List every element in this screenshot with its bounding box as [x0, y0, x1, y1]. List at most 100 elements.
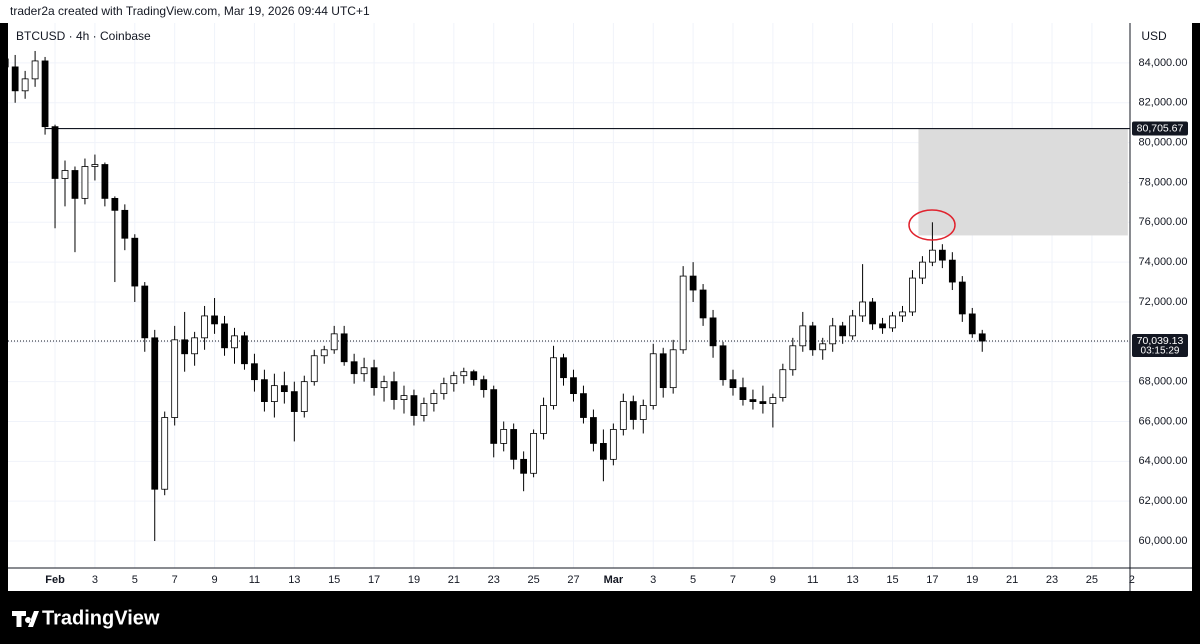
candle-body: [590, 417, 597, 444]
candle-body: [380, 381, 388, 389]
x-tick-label: 19: [408, 574, 420, 586]
candle-body: [400, 395, 408, 400]
y-tick-label: 62,000.00: [1139, 495, 1188, 507]
x-tick-label: 25: [1086, 574, 1098, 586]
x-tick-label: 5: [132, 574, 138, 586]
candle-body: [21, 78, 29, 92]
x-tick-label: Feb: [45, 574, 65, 586]
candle-body: [510, 429, 518, 460]
candle-body: [280, 385, 288, 393]
top-bar: [0, 0, 1200, 23]
last-price-box: [1132, 334, 1188, 358]
candle-body: [709, 317, 717, 347]
x-tick-label: 21: [1006, 574, 1018, 586]
y-tick-label: 68,000.00: [1139, 376, 1188, 388]
x-tick-label: 23: [1046, 574, 1058, 586]
x-tick-label: 15: [328, 574, 340, 586]
candle-body: [450, 375, 458, 385]
candle-body: [639, 405, 647, 420]
brand: TradingView: [42, 607, 160, 629]
candle-body: [51, 126, 59, 179]
candle-body: [938, 249, 946, 261]
candle-body: [211, 315, 218, 325]
candle-body: [261, 379, 268, 402]
candle-body: [390, 381, 398, 400]
brand-logo: [12, 611, 39, 627]
zone: [918, 128, 1128, 236]
chart-panel: [8, 23, 1192, 591]
candle-body: [759, 401, 767, 404]
candle-body: [370, 367, 378, 389]
candle-body: [81, 166, 89, 199]
x-tick-label: 7: [172, 574, 178, 586]
candle-body: [121, 209, 129, 239]
candle-body: [31, 60, 39, 80]
candle-body: [968, 313, 976, 335]
x-tick-label: 13: [288, 574, 300, 586]
candle-body: [270, 385, 278, 402]
candle-body: [859, 301, 866, 317]
candle-body: [849, 315, 857, 337]
x-tick-label: 2: [1129, 574, 1135, 586]
candle-body: [8, 58, 9, 68]
candle-body: [350, 361, 358, 375]
candle-body: [340, 333, 348, 363]
x-tick-label: 23: [488, 574, 500, 586]
x-tick-label: Mar: [604, 574, 624, 586]
y-tick-label: 72,000.00: [1139, 296, 1188, 308]
candle-body: [290, 391, 298, 412]
plot: 60,000.00 62,000.00 64,000.00 66,000.00 68,0…: [8, 23, 1192, 591]
y-tick-label: 64,000.00: [1139, 455, 1188, 467]
candle-body: [430, 393, 438, 404]
candle-body: [241, 335, 248, 365]
candle-body: [729, 379, 737, 389]
candle-body: [919, 261, 926, 279]
y-tick-label: 66,000.00: [1139, 415, 1188, 427]
candle-body: [550, 357, 557, 406]
candle-body: [490, 389, 498, 444]
highlight-circle: [908, 209, 956, 241]
candle-body: [839, 325, 847, 337]
symbol-title: BTCUSD · 4h · Coinbase: [16, 29, 151, 43]
candle-body: [699, 289, 707, 319]
candle-body: [131, 237, 139, 287]
candle-body: [181, 339, 189, 355]
candle-body: [799, 325, 807, 347]
logo-mark: [12, 611, 39, 627]
candle-body: [829, 325, 837, 345]
candle-body: [809, 325, 817, 351]
candle-body: [889, 315, 896, 329]
candle-body: [599, 443, 607, 460]
y-tick-label: 74,000.00: [1139, 256, 1188, 268]
candle-body: [11, 66, 19, 92]
candle-body: [719, 345, 727, 381]
candle-body: [540, 405, 547, 434]
candle-body: [749, 399, 757, 402]
candle-body: [440, 383, 448, 395]
candle-body: [141, 285, 149, 339]
candle-body: [320, 349, 328, 357]
candle-body: [91, 164, 99, 167]
candle-body: [111, 197, 119, 211]
candle-body: [231, 335, 238, 349]
candle-body: [61, 170, 69, 179]
candle-body: [161, 417, 169, 490]
candle-body: [191, 337, 199, 355]
candle-body: [779, 369, 787, 398]
candle-body: [300, 381, 308, 412]
candle-body: [500, 429, 508, 444]
x-tick-label: 7: [730, 574, 736, 586]
candle-body: [41, 60, 49, 128]
candle-body: [739, 387, 747, 400]
candle-body: [460, 371, 468, 377]
x-tick-label: 17: [926, 574, 938, 586]
candle-body: [958, 281, 966, 315]
level-label: 80,705.67: [1137, 122, 1184, 134]
candle-body: [221, 323, 228, 349]
candle-body: [410, 395, 418, 416]
x-tick-label: 3: [650, 574, 656, 586]
candle-body: [520, 458, 528, 474]
x-tick-label: 15: [886, 574, 898, 586]
y-tick-label: 84,000.00: [1139, 57, 1188, 69]
